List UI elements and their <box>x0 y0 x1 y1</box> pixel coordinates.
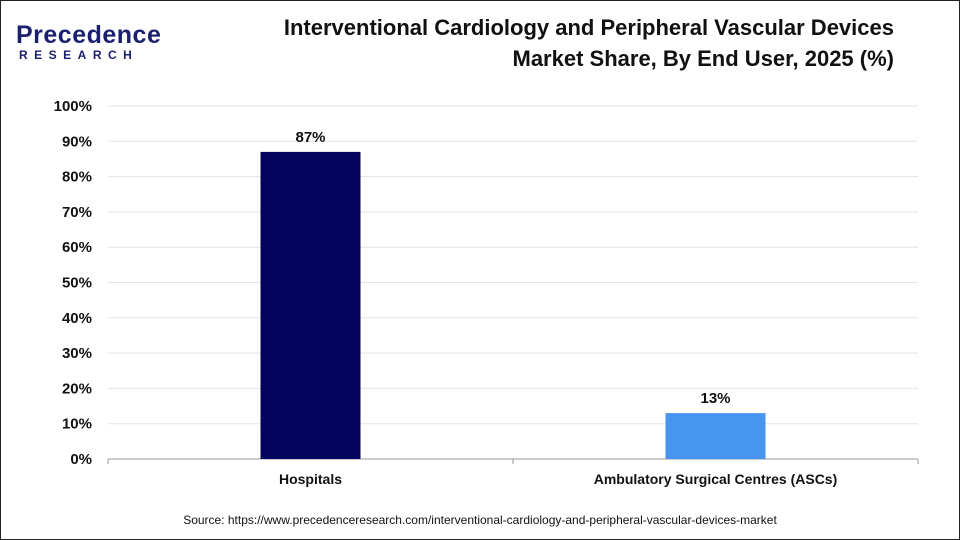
y-tick-label: 80% <box>62 169 92 186</box>
x-tick-label: Ambulatory Surgical Centres (ASCs) <box>594 471 838 487</box>
y-tick-label: 10% <box>62 416 92 433</box>
y-tick-label: 0% <box>70 451 92 468</box>
precedence-research-logo: Precedence RESEARCH <box>16 22 166 62</box>
y-tick-label: 70% <box>62 204 92 221</box>
y-tick-label: 100% <box>54 98 92 115</box>
logo-line2: RESEARCH <box>19 48 139 62</box>
y-tick-label: 60% <box>62 239 92 256</box>
y-tick-label: 50% <box>62 275 92 292</box>
bar-1 <box>665 413 766 459</box>
source-text: Source: https://www.precedenceresearch.c… <box>183 513 777 527</box>
title-line-1: Interventional Cardiology and Peripheral… <box>283 15 894 40</box>
chart-title: Interventional Cardiology and Peripheral… <box>190 12 940 74</box>
data-label: 87% <box>295 129 325 146</box>
y-tick-label: 30% <box>62 345 92 362</box>
y-tick-label: 90% <box>62 133 92 150</box>
y-tick-label: 20% <box>62 380 92 397</box>
data-label: 13% <box>700 390 730 407</box>
y-tick-label: 40% <box>62 310 92 327</box>
bar-0 <box>260 151 361 459</box>
logo-line1: Precedence <box>16 21 162 49</box>
x-tick-label: Hospitals <box>279 471 342 487</box>
title-line-2: Market Share, By End User, 2025 (%) <box>512 46 895 71</box>
